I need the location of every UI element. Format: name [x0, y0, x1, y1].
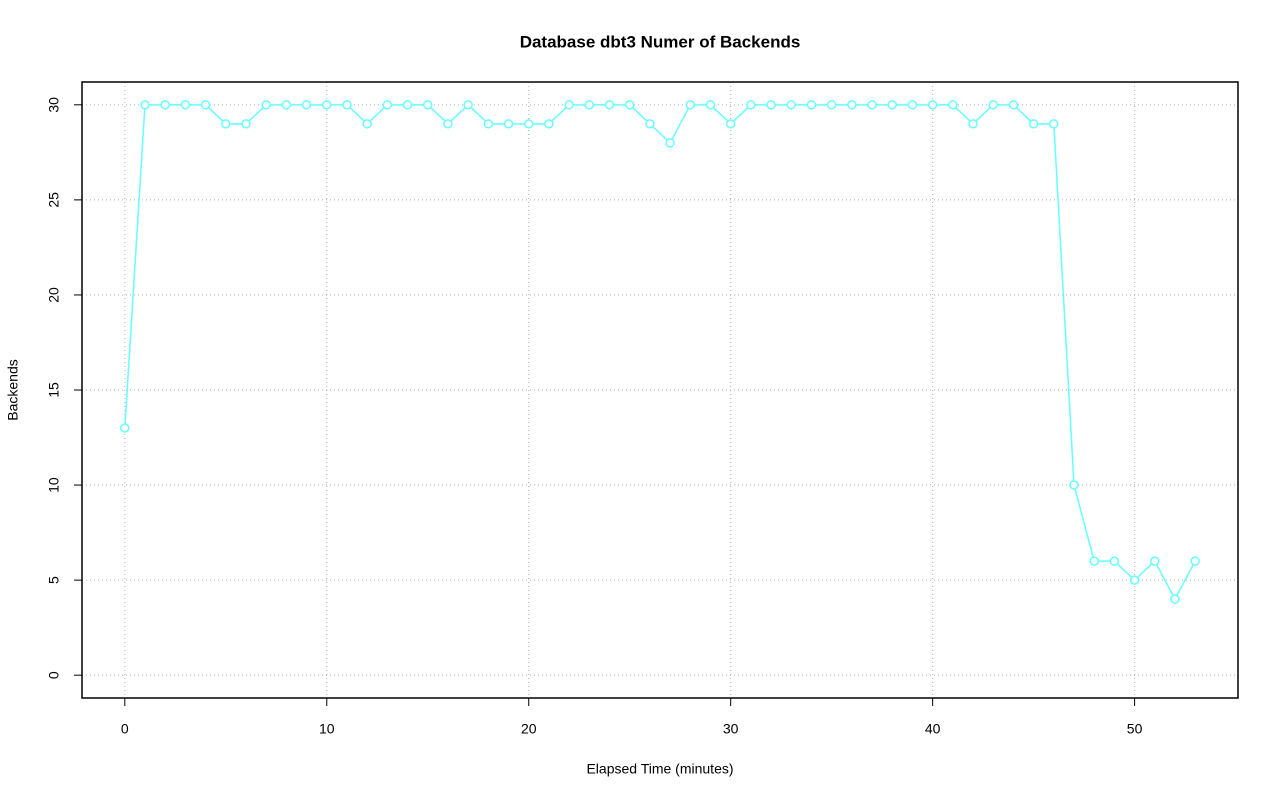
y-tick-label: 30 — [46, 97, 62, 113]
data-point — [503, 119, 514, 129]
data-point — [301, 100, 312, 110]
data-point — [1069, 480, 1079, 490]
data-point — [443, 119, 453, 129]
data-point — [1170, 594, 1180, 604]
data-point — [382, 100, 393, 110]
x-axis-label: Elapsed Time (minutes) — [586, 761, 733, 777]
data-point — [725, 119, 736, 129]
data-point — [140, 100, 150, 110]
data-point — [645, 119, 655, 129]
x-tick-label: 20 — [521, 721, 537, 737]
data-point — [624, 100, 635, 110]
data-point — [685, 100, 696, 110]
x-tick-label: 0 — [121, 721, 129, 737]
y-tick-label: 10 — [46, 477, 62, 493]
y-tick-label: 25 — [46, 192, 62, 208]
data-point — [927, 100, 938, 110]
data-point — [1089, 556, 1099, 566]
x-tick-label: 50 — [1127, 721, 1143, 737]
data-point — [1109, 556, 1120, 566]
data-point — [1150, 556, 1160, 566]
data-point — [362, 119, 372, 129]
data-point — [584, 100, 595, 110]
data-point — [160, 100, 170, 110]
data-point — [120, 423, 130, 433]
x-tick-label: 40 — [925, 721, 941, 737]
x-tick-label: 10 — [319, 721, 335, 737]
data-point — [523, 119, 534, 129]
data-point — [544, 119, 554, 129]
data-point — [564, 100, 574, 110]
data-point — [483, 119, 494, 129]
data-point — [826, 100, 837, 110]
data-point — [1129, 575, 1140, 585]
data-point — [948, 100, 958, 110]
y-tick-label: 0 — [46, 671, 62, 679]
data-point — [200, 100, 211, 110]
plot-frame — [81, 81, 1239, 699]
y-tick-label: 15 — [46, 382, 62, 398]
data-point — [847, 100, 857, 110]
x-tick-label: 30 — [723, 721, 739, 737]
data-point — [1049, 119, 1059, 129]
data-point — [665, 138, 675, 148]
data-point — [342, 100, 352, 110]
data-point — [705, 100, 716, 110]
data-point — [766, 100, 776, 110]
data-point — [463, 100, 473, 110]
data-point — [867, 100, 877, 110]
data-point — [988, 100, 998, 110]
data-point — [604, 100, 615, 110]
data-point — [968, 119, 978, 129]
data-point — [221, 119, 231, 129]
y-tick-label: 5 — [46, 576, 62, 584]
data-point — [241, 119, 251, 129]
data-point — [261, 100, 271, 110]
data-point — [907, 100, 918, 110]
data-point — [746, 100, 756, 110]
data-point — [1008, 100, 1019, 110]
data-point — [281, 100, 292, 110]
data-point — [180, 100, 191, 110]
data-point — [402, 100, 413, 110]
data-point — [1028, 119, 1039, 129]
y-tick-label: 20 — [46, 287, 62, 303]
data-point — [786, 100, 797, 110]
data-point — [1190, 556, 1200, 566]
data-point — [806, 100, 817, 110]
data-point — [887, 100, 898, 110]
y-axis-label: Backends — [5, 359, 21, 420]
chart-title: Database dbt3 Numer of Backends — [520, 32, 801, 51]
data-point — [422, 100, 433, 110]
data-point — [322, 100, 332, 110]
